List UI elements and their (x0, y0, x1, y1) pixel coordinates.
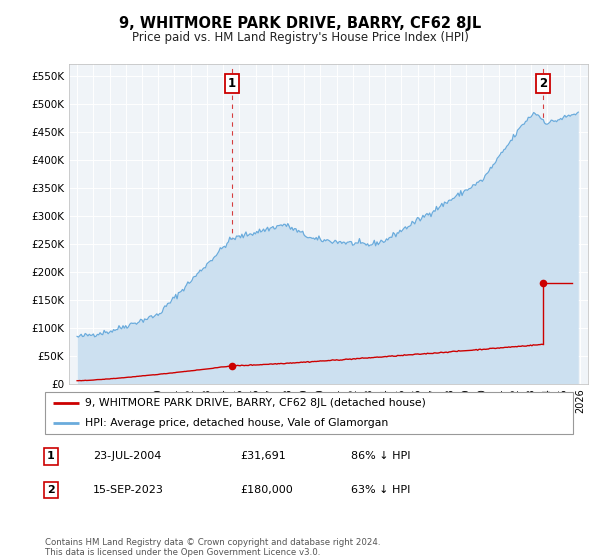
Text: £31,691: £31,691 (240, 451, 286, 461)
Text: 86% ↓ HPI: 86% ↓ HPI (351, 451, 410, 461)
Text: 2: 2 (47, 485, 55, 495)
Text: 2: 2 (539, 77, 547, 90)
Text: £180,000: £180,000 (240, 485, 293, 495)
Text: HPI: Average price, detached house, Vale of Glamorgan: HPI: Average price, detached house, Vale… (85, 418, 388, 428)
Text: 63% ↓ HPI: 63% ↓ HPI (351, 485, 410, 495)
Text: Price paid vs. HM Land Registry's House Price Index (HPI): Price paid vs. HM Land Registry's House … (131, 31, 469, 44)
Text: 1: 1 (47, 451, 55, 461)
Text: 9, WHITMORE PARK DRIVE, BARRY, CF62 8JL: 9, WHITMORE PARK DRIVE, BARRY, CF62 8JL (119, 16, 481, 31)
Text: 9, WHITMORE PARK DRIVE, BARRY, CF62 8JL (detached house): 9, WHITMORE PARK DRIVE, BARRY, CF62 8JL … (85, 398, 425, 408)
Text: 23-JUL-2004: 23-JUL-2004 (93, 451, 161, 461)
Text: Contains HM Land Registry data © Crown copyright and database right 2024.
This d: Contains HM Land Registry data © Crown c… (45, 538, 380, 557)
Text: 15-SEP-2023: 15-SEP-2023 (93, 485, 164, 495)
Text: 1: 1 (228, 77, 236, 90)
FancyBboxPatch shape (45, 392, 573, 434)
